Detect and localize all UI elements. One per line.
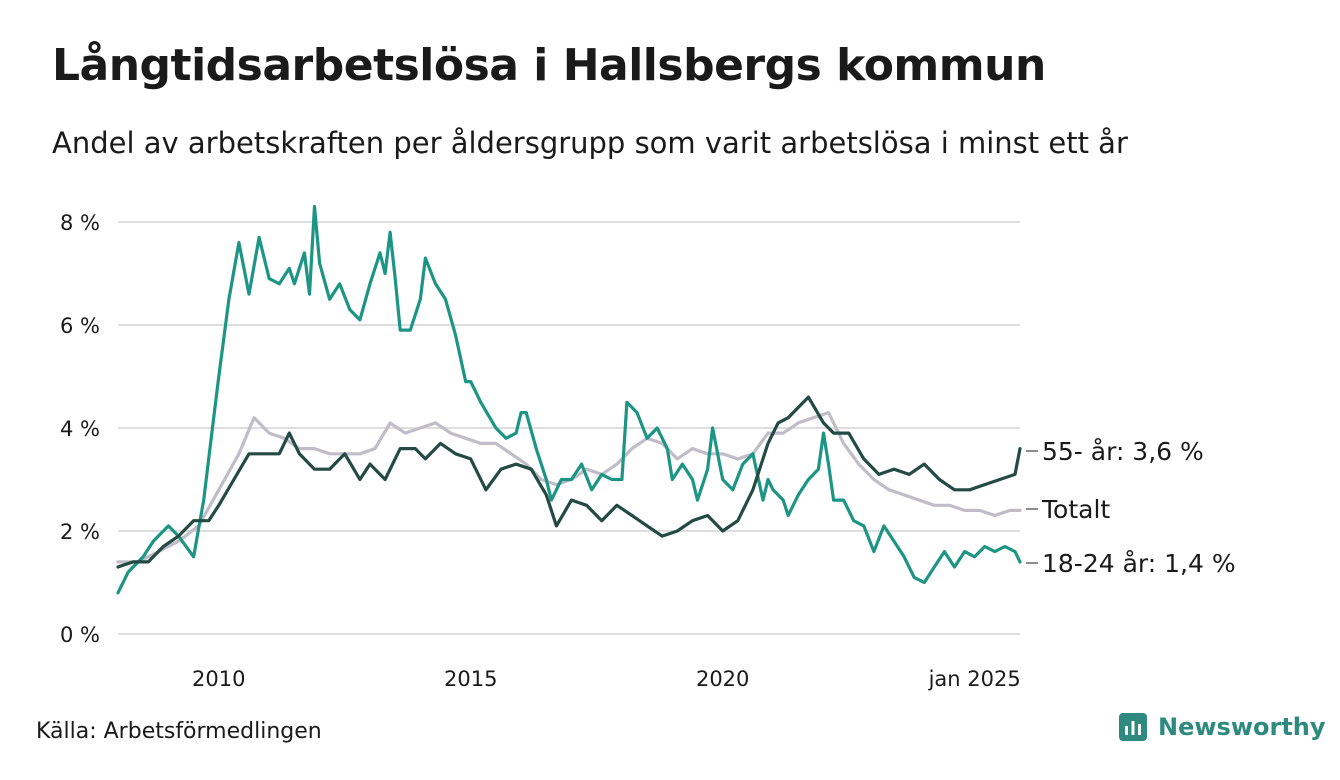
chart-subtitle: Andel av arbetskraften per åldersgrupp s… xyxy=(52,126,1128,160)
x-axis-ticks: 2010 2015 2020 jan 2025 xyxy=(192,667,1021,691)
x-tick-label: jan 2025 xyxy=(928,667,1021,691)
brand-logo[interactable]: Newsworthy xyxy=(1118,712,1326,742)
y-tick-label: 0 % xyxy=(60,623,100,647)
series-line-total xyxy=(116,411,1022,564)
y-axis-ticks: 0 % 2 % 4 % 6 % 8 % xyxy=(60,211,100,647)
gridlines xyxy=(118,221,1020,635)
end-label-youth: 18-24 år: 1,4 % xyxy=(1042,549,1236,578)
end-labels: 18-24 år: 1,4 % 55- år: 3,6 % Totalt xyxy=(1026,437,1236,578)
series-line-youth xyxy=(116,204,1022,595)
x-tick-label: 2020 xyxy=(696,667,749,691)
source-note: Källa: Arbetsförmedlingen xyxy=(36,719,322,744)
newsworthy-logo-icon xyxy=(1119,713,1147,741)
chart-title: Långtidsarbetslösa i Hallsbergs kommun xyxy=(52,40,1046,91)
line-chart: 0 % 2 % 4 % 6 % 8 % 2010 2015 2020 jan 2025 18-… xyxy=(60,204,1236,691)
series-lines xyxy=(116,204,1022,595)
y-tick-label: 8 % xyxy=(60,211,100,235)
x-tick-label: 2015 xyxy=(444,667,497,691)
y-tick-label: 2 % xyxy=(60,520,100,544)
y-tick-label: 6 % xyxy=(60,314,100,338)
brand-name: Newsworthy xyxy=(1158,713,1326,741)
end-label-total: Totalt xyxy=(1041,495,1110,524)
y-tick-label: 4 % xyxy=(60,417,100,441)
series-line-old xyxy=(116,395,1022,569)
x-tick-label: 2010 xyxy=(192,667,245,691)
end-label-old: 55- år: 3,6 % xyxy=(1042,437,1204,466)
